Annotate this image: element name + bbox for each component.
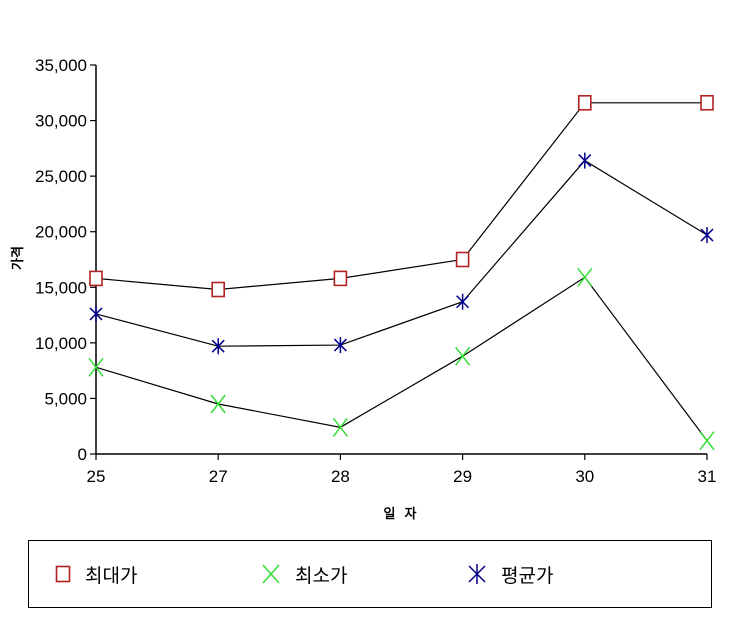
y-tick-label: 20,000 [35, 223, 87, 242]
data-point [577, 94, 592, 111]
y-tick-label: 35,000 [35, 56, 87, 75]
legend-label-max: 최대가 [85, 564, 138, 587]
x-axis-ticks: 25 27 28 29 30 31 [87, 454, 717, 486]
x-tick-label: 27 [209, 467, 228, 486]
legend: 최대가 최소가 평균가 [28, 540, 712, 608]
data-point [455, 251, 470, 268]
y-tick-label: 10,000 [35, 334, 87, 353]
y-tick-label: 30,000 [35, 112, 87, 131]
data-point [700, 94, 714, 111]
data-point [700, 227, 714, 244]
chart-axes [95, 65, 707, 455]
asterisk-marker-icon [468, 564, 486, 584]
y-axis-ticks: 0 5,000 10,000 15,000 20,000 25,000 30,000 35,0… [35, 56, 96, 464]
data-point [333, 337, 347, 354]
legend-entry-max: 최대가 [55, 541, 137, 607]
y-tick-label: 0 [78, 445, 87, 464]
line-chart: 0 5,000 10,000 15,000 20,000 25,000 30,000 35,0… [11, 56, 717, 522]
x-tick-label: 31 [698, 467, 717, 486]
chart-series [88, 94, 715, 451]
data-point [577, 267, 593, 287]
x-marker-icon [262, 564, 280, 584]
y-axis-title: 가격 [11, 246, 26, 270]
series-line [95, 159, 708, 347]
data-point [88, 357, 104, 377]
series-line [95, 276, 708, 442]
data-point [455, 346, 471, 366]
data-point [210, 394, 226, 414]
square-marker-icon [55, 565, 71, 583]
data-point [211, 338, 225, 355]
y-tick-label: 15,000 [35, 278, 87, 297]
series-line [95, 102, 707, 291]
legend-label-avg: 평균가 [501, 564, 554, 587]
data-point [333, 270, 348, 287]
data-point [578, 152, 592, 169]
x-tick-label: 30 [575, 467, 594, 486]
data-point [89, 270, 103, 287]
data-point [211, 281, 225, 298]
x-tick-label: 28 [331, 467, 350, 486]
data-point [699, 431, 715, 451]
data-point [89, 305, 103, 322]
data-point [332, 417, 348, 437]
x-tick-label: 29 [453, 467, 472, 486]
legend-label-min: 최소가 [295, 564, 348, 587]
x-axis-title: 일 자 [384, 507, 417, 522]
y-tick-label: 25,000 [35, 167, 87, 186]
legend-entry-avg: 평균가 [467, 541, 553, 607]
y-tick-label: 5,000 [44, 389, 87, 408]
x-tick-label: 25 [87, 467, 106, 486]
legend-entry-min: 최소가 [261, 541, 347, 607]
data-point [456, 293, 470, 310]
